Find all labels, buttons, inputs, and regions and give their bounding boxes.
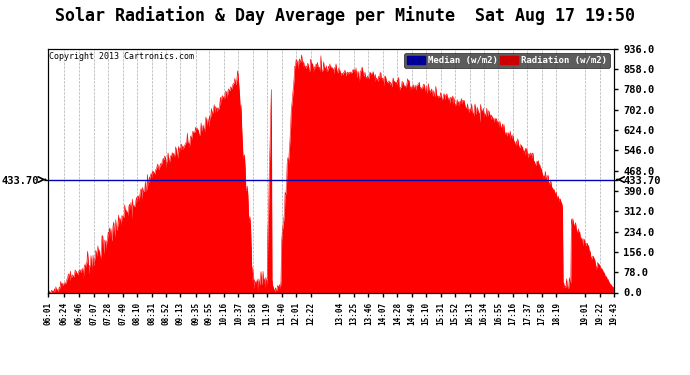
- Legend: Median (w/m2), Radiation (w/m2): Median (w/m2), Radiation (w/m2): [404, 53, 609, 68]
- Text: Solar Radiation & Day Average per Minute  Sat Aug 17 19:50: Solar Radiation & Day Average per Minute…: [55, 6, 635, 25]
- Text: Copyright 2013 Cartronics.com: Copyright 2013 Cartronics.com: [50, 53, 195, 62]
